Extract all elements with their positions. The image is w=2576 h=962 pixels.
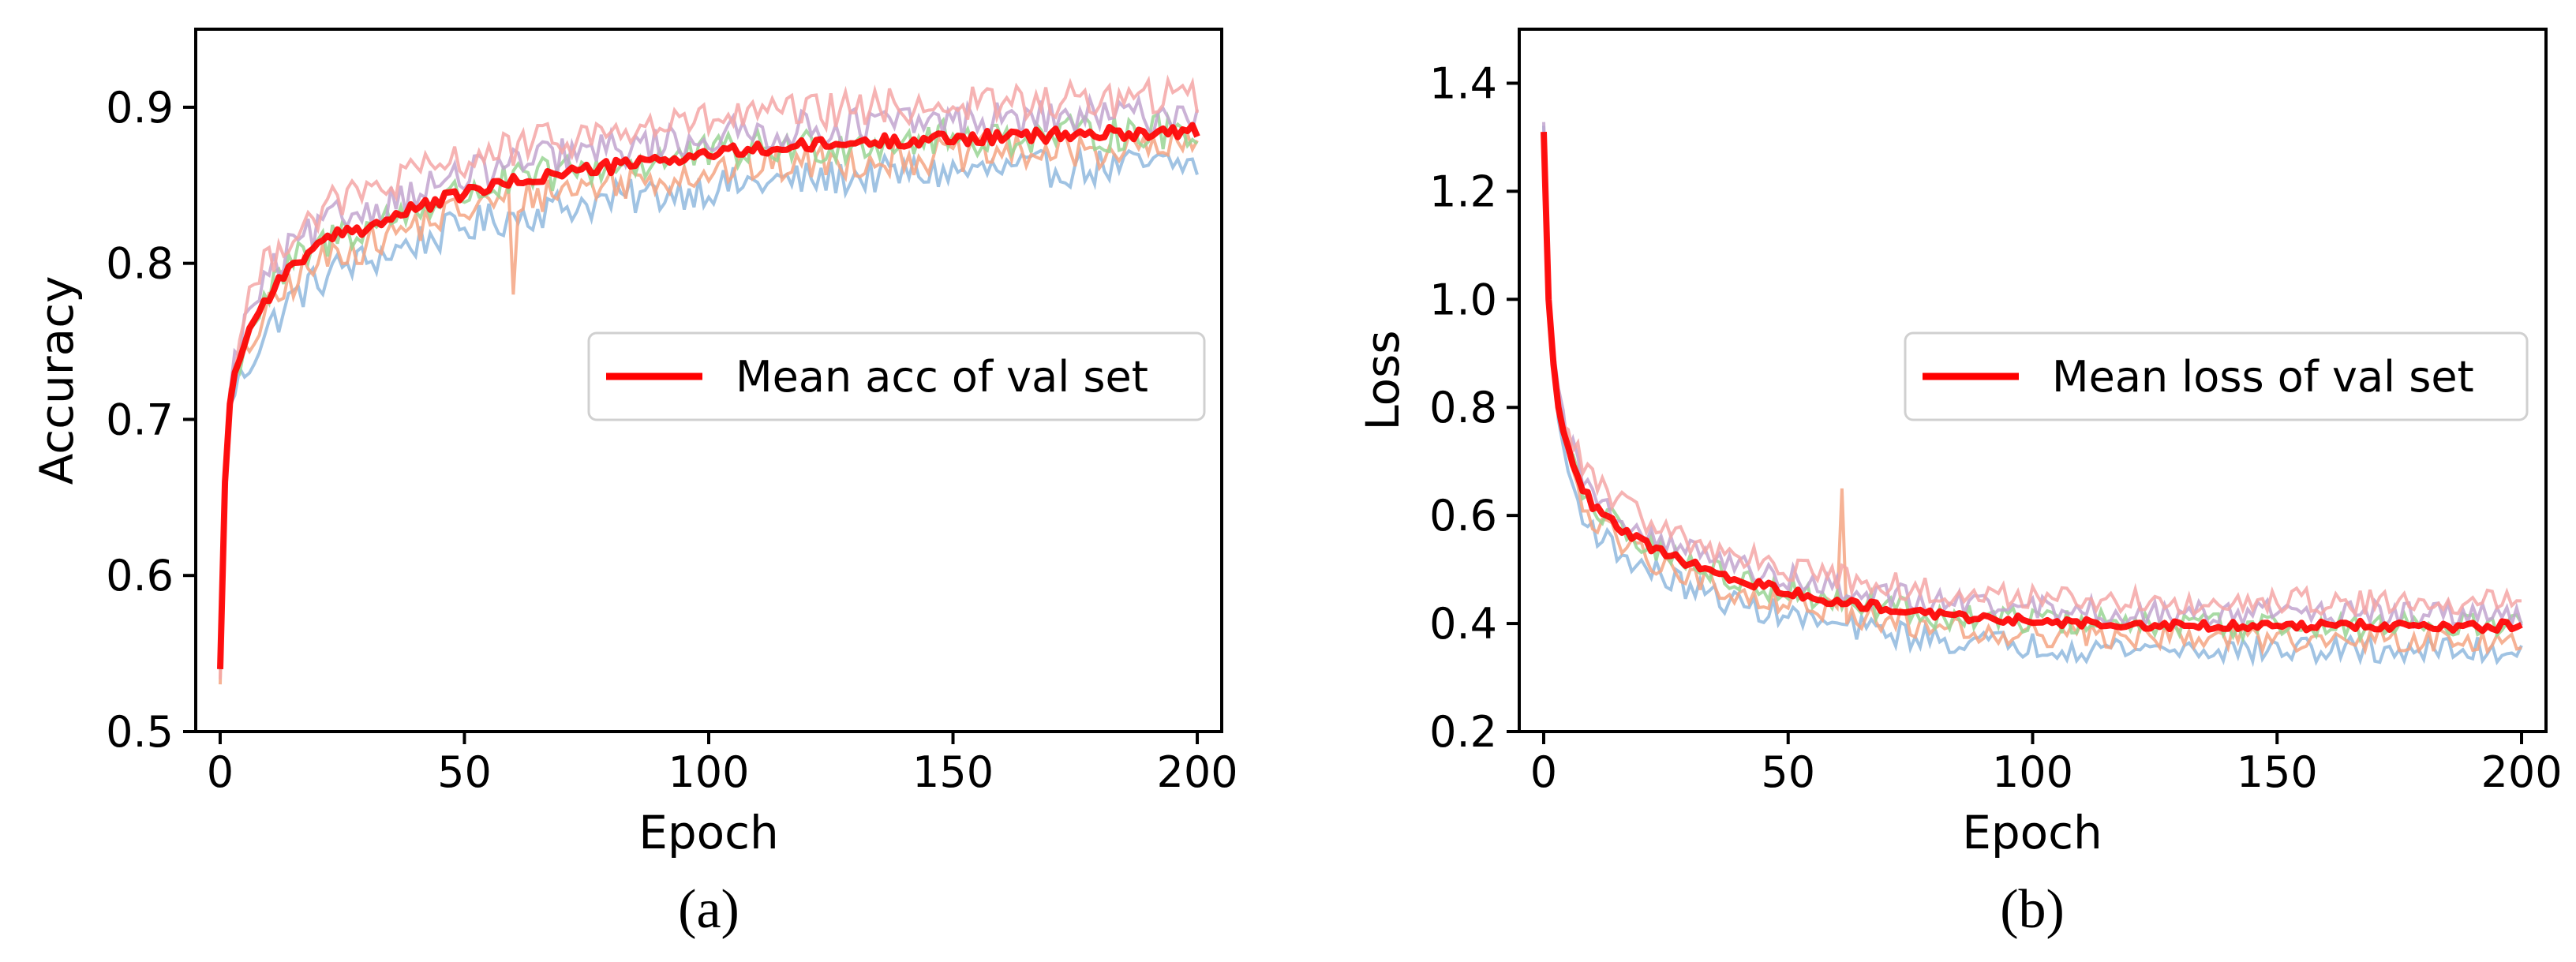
legend: Mean loss of val set [1904,331,2529,421]
y-axis-label: Accuracy [30,276,84,485]
y-tick-label: 0.6 [1429,491,1497,541]
y-tick-label: 1.2 [1429,167,1497,216]
run-line [1542,138,2522,618]
y-tick-label: 1.4 [1429,58,1497,108]
legend-box [1904,331,2529,421]
x-tick-label: 100 [668,747,749,797]
panel-label: (a) [678,879,739,940]
y-tick-label: 0.8 [106,239,174,289]
y-tick-label: 0.8 [1429,383,1497,432]
x-tick-label: 0 [1530,747,1557,797]
mean-line [217,122,1200,670]
x-axis-label: Epoch [1962,806,2102,859]
chart-b: 0 50 100 150 200 0.2 0.4 0.6 0.8 1.0 1.2 1.4 Epoch… [1356,28,2563,940]
mean-line [1541,131,2523,634]
x-tick-label: 200 [1157,747,1238,797]
x-tick-label: 150 [2237,747,2318,797]
run-line [1542,122,2523,631]
mean-series [217,122,1200,670]
legend-entry: Mean acc of val set [736,352,1148,402]
x-tick-label: 100 [1992,747,2073,797]
x-tick-label: 200 [2481,747,2562,797]
y-tick-label: 0.5 [106,707,174,757]
y-tick-label: 0.9 [106,83,174,133]
run-line [1542,132,2523,644]
y-tick-label: 0.6 [106,551,174,601]
x-tick-label: 150 [912,747,994,797]
x-tick-label: 50 [1761,747,1815,797]
y-tick-label: 1.0 [1429,275,1497,324]
legend: Mean acc of val set [587,331,1206,421]
x-tick-label: 50 [437,747,492,797]
y-ticks: 0.2 0.4 0.6 0.8 1.0 1.2 1.4 [1429,58,1519,757]
x-axis-label: Epoch [638,806,779,859]
run-line [1542,125,2523,668]
run-line [219,124,1199,685]
y-axis-label: Loss [1356,330,1410,430]
x-tick-label: 0 [207,747,234,797]
legend-box [587,331,1206,421]
panel-label: (b) [2000,879,2065,940]
x-ticks: 0 50 100 150 200 [1530,732,2563,797]
y-tick-label: 0.7 [106,395,174,444]
y-ticks: 0.5 0.6 0.7 0.8 0.9 [106,83,196,757]
y-tick-label: 0.4 [1429,599,1497,649]
legend-entry: Mean loss of val set [2052,352,2474,402]
x-ticks: 0 50 100 150 200 [207,732,1238,797]
y-tick-label: 0.2 [1429,707,1497,757]
chart-a: 0 50 100 150 200 0.5 0.6 0.7 0.8 0.9 Epoch Accur… [30,28,1238,940]
mean-series [1541,131,2523,634]
run-line [219,74,1199,679]
